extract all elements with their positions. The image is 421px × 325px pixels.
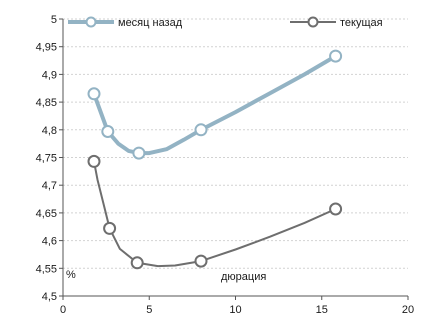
y-unit-annotation: % [66, 269, 76, 281]
axes: 4,5 4,55 4,6 4,65 4,7 4,75 4,8 4,85 4,9 4,95 5 0 5 10… [36, 14, 415, 316]
x-tick-label: 5 [146, 304, 152, 316]
x-tick-label: 15 [316, 304, 328, 316]
legend-label-current: текущая [340, 17, 383, 29]
legend-marker-previous [85, 16, 97, 28]
data-point-series-1 [103, 221, 117, 235]
data-point-series-0 [101, 125, 115, 138]
y-tick-label: 5 [51, 14, 57, 26]
y-tick-label: 4,9 [42, 69, 57, 81]
y-tick-label: 4,85 [36, 97, 57, 109]
x-tick-label: 20 [402, 304, 414, 316]
data-point-series-1 [194, 254, 208, 268]
grid [63, 18, 408, 269]
y-tick-label: 4,75 [36, 153, 57, 165]
x-tick-label: 10 [229, 304, 241, 316]
series-layer [87, 49, 343, 270]
data-point-series-0 [194, 123, 208, 137]
series-line-1 [93, 160, 337, 268]
y-tick-label: 4,5 [42, 291, 57, 303]
legend: месяц назад текущая [68, 16, 383, 29]
y-tick-label: 4,65 [36, 208, 57, 220]
data-point-series-0 [87, 87, 101, 101]
data-point-series-0 [132, 146, 146, 160]
x-tick-label: 0 [60, 304, 66, 316]
y-tick-label: 4,8 [42, 125, 57, 137]
y-tick-label: 4,55 [36, 263, 57, 275]
legend-marker-current [307, 16, 319, 28]
data-point-series-1 [329, 202, 343, 216]
x-axis-annotation: дюрация [221, 271, 266, 283]
y-tick-label: 4,95 [36, 42, 57, 54]
y-tick-label: 4,6 [42, 236, 57, 248]
series-line-0 [92, 54, 338, 156]
data-point-series-1 [87, 154, 101, 168]
data-point-series-0 [329, 49, 343, 63]
y-tick-label: 4,7 [42, 180, 57, 192]
legend-label-previous: месяц назад [118, 17, 183, 29]
data-point-series-1 [130, 256, 144, 270]
